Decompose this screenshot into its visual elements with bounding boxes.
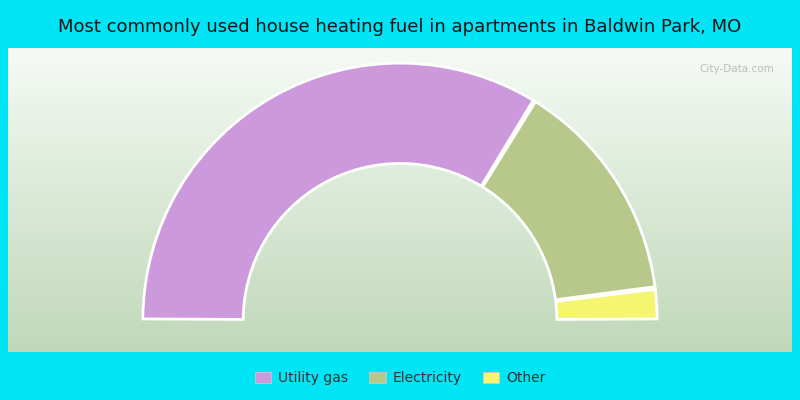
Text: Most commonly used house heating fuel in apartments in Baldwin Park, MO: Most commonly used house heating fuel in… <box>58 18 742 36</box>
Wedge shape <box>556 289 657 320</box>
Text: City-Data.com: City-Data.com <box>699 64 774 74</box>
Wedge shape <box>482 102 655 300</box>
Wedge shape <box>143 63 534 320</box>
Legend: Utility gas, Electricity, Other: Utility gas, Electricity, Other <box>249 366 551 391</box>
